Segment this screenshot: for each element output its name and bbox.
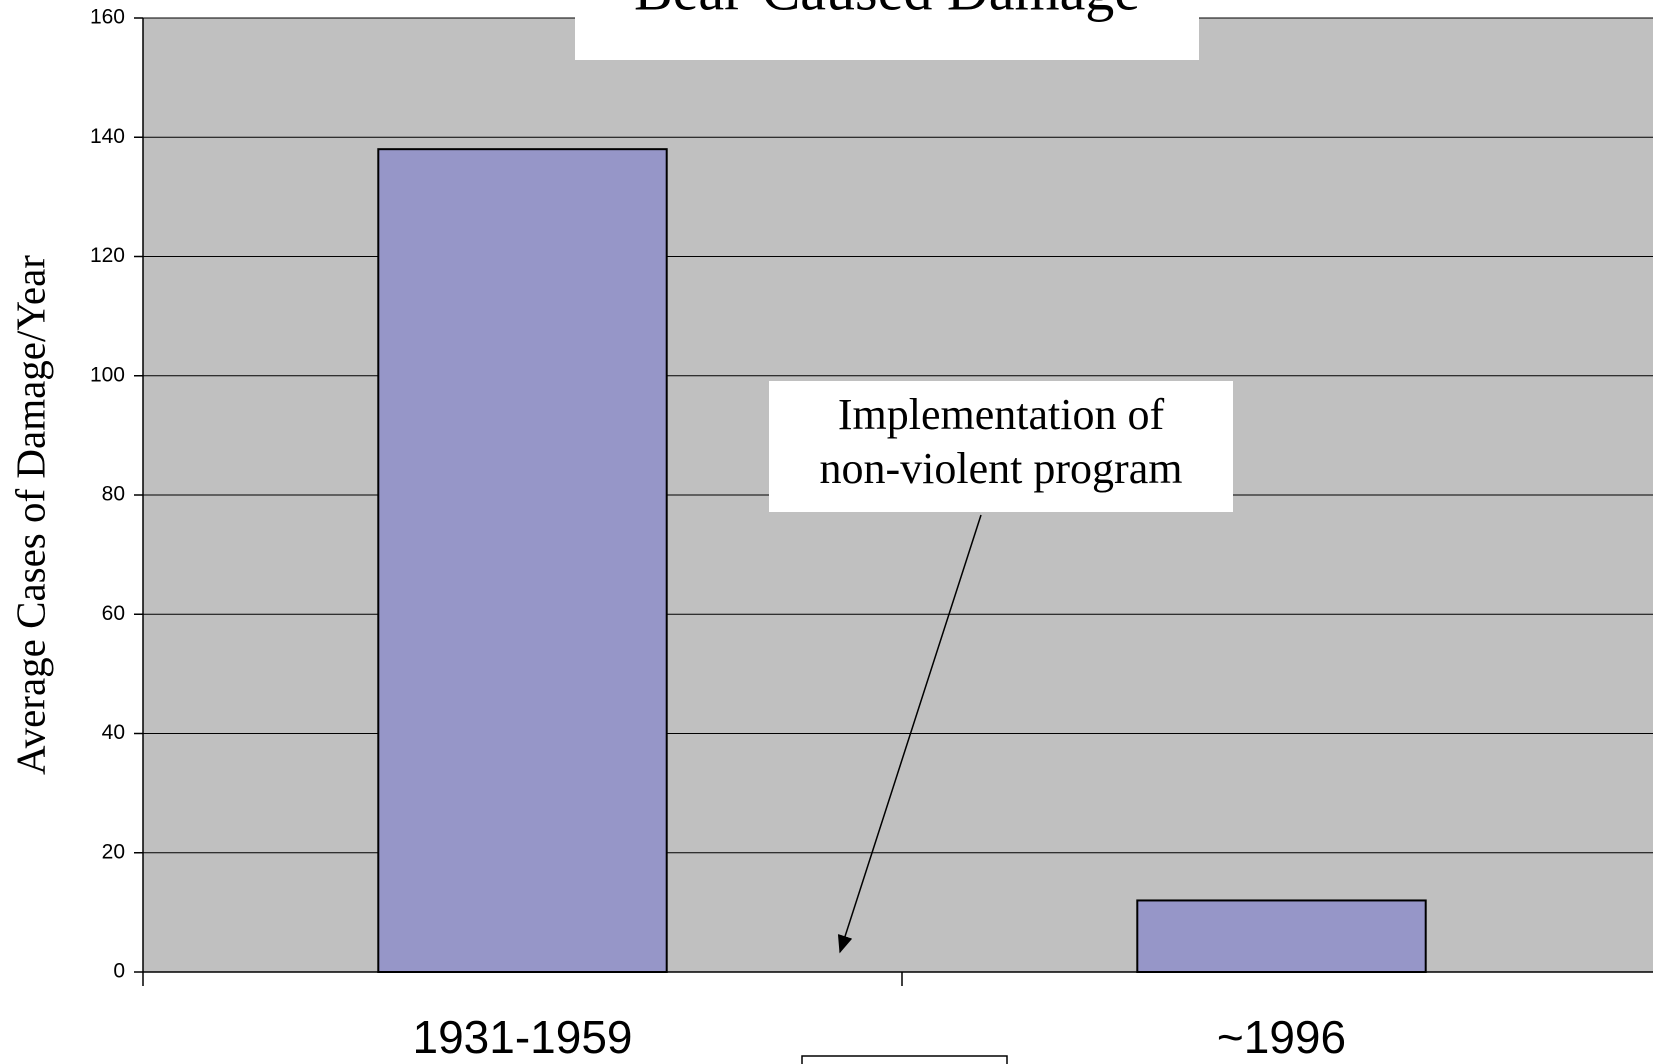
title-box [575,0,1199,60]
y-tick-label: 0 [113,960,125,983]
y-tick-label: 140 [90,125,125,148]
y-tick-label: 40 [102,721,125,744]
y-tick-label: 100 [90,363,125,386]
bar [377,148,668,974]
annotation-line: Implementation of [838,390,1165,439]
y-tick-label: 20 [102,840,125,863]
chart-title: Bear-Caused Damage [634,0,1140,22]
y-axis-label: Average Cases of Damage/Year [7,255,53,775]
annotation-line: non-violent program [820,444,1183,493]
annotation-box [769,381,1233,512]
x-tick-label: 1931-1959 [413,1011,633,1063]
y-tick-label: 160 [90,6,125,29]
legend-box [801,1055,1008,1064]
y-tick-label: 80 [102,483,125,506]
y-tick-label: 60 [102,602,125,625]
bar [1136,899,1427,974]
bars [377,148,1427,974]
y-tick-label: 120 [90,244,125,267]
x-tick-label: ~1996 [1217,1011,1346,1063]
annotation-arrow [837,514,982,954]
